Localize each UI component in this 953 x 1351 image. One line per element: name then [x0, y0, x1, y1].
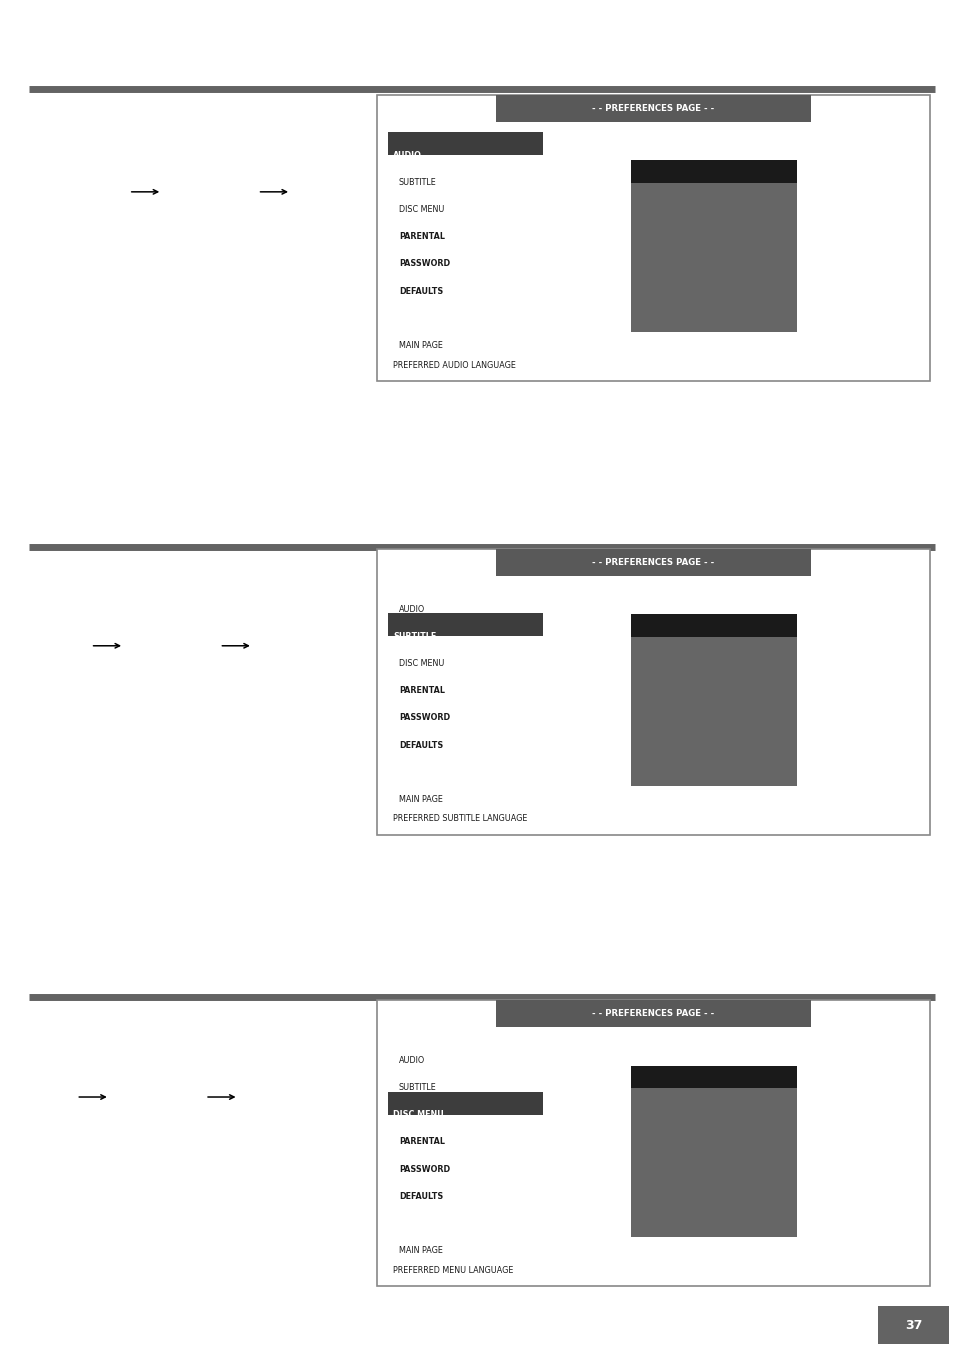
Text: - - PREFERENCES PAGE - -: - - PREFERENCES PAGE - -: [592, 1009, 714, 1017]
Text: SUBTITLE: SUBTITLE: [393, 632, 436, 640]
Text: PASSWORD: PASSWORD: [398, 713, 450, 723]
Bar: [496, 1000, 810, 1027]
Bar: [376, 549, 929, 835]
Text: PARENTAL: PARENTAL: [398, 1138, 444, 1147]
Text: DEFAULTS: DEFAULTS: [398, 1192, 443, 1201]
Text: DISC MENU: DISC MENU: [393, 1111, 444, 1119]
Text: PASSWORD: PASSWORD: [398, 259, 450, 269]
Text: MAIN PAGE: MAIN PAGE: [398, 1246, 442, 1255]
Bar: [631, 636, 797, 786]
Bar: [496, 549, 810, 576]
Text: PREFERRED MENU LANGUAGE: PREFERRED MENU LANGUAGE: [393, 1266, 514, 1275]
Text: DISC MENU: DISC MENU: [398, 659, 444, 667]
Text: PASSWORD: PASSWORD: [398, 1165, 450, 1174]
Text: PREFERRED AUDIO LANGUAGE: PREFERRED AUDIO LANGUAGE: [393, 361, 516, 370]
Bar: [877, 1306, 948, 1344]
Text: SUBTITLE: SUBTITLE: [398, 178, 436, 186]
Text: - - PREFERENCES PAGE - -: - - PREFERENCES PAGE - -: [592, 104, 714, 112]
Bar: [631, 161, 797, 182]
Bar: [376, 1000, 929, 1286]
Bar: [631, 182, 797, 332]
Text: PREFERRED SUBTITLE LANGUAGE: PREFERRED SUBTITLE LANGUAGE: [393, 815, 527, 824]
Bar: [388, 132, 542, 155]
Text: DISC MENU: DISC MENU: [398, 205, 444, 213]
Text: AUDIO: AUDIO: [393, 151, 422, 159]
Text: SUBTITLE: SUBTITLE: [398, 1084, 436, 1092]
Text: MAIN PAGE: MAIN PAGE: [398, 340, 442, 350]
Text: DEFAULTS: DEFAULTS: [398, 740, 443, 750]
Bar: [631, 1066, 797, 1088]
Bar: [496, 95, 810, 122]
Text: AUDIO: AUDIO: [398, 605, 425, 613]
Text: DEFAULTS: DEFAULTS: [398, 286, 443, 296]
Text: 37: 37: [903, 1319, 922, 1332]
Text: AUDIO: AUDIO: [398, 1056, 425, 1065]
Text: - - PREFERENCES PAGE - -: - - PREFERENCES PAGE - -: [592, 558, 714, 566]
Bar: [388, 613, 542, 636]
Bar: [631, 1088, 797, 1238]
Bar: [631, 615, 797, 636]
Bar: [376, 95, 929, 381]
Text: PARENTAL: PARENTAL: [398, 232, 444, 242]
Text: MAIN PAGE: MAIN PAGE: [398, 794, 442, 804]
Text: PARENTAL: PARENTAL: [398, 686, 444, 696]
Bar: [388, 1092, 542, 1115]
